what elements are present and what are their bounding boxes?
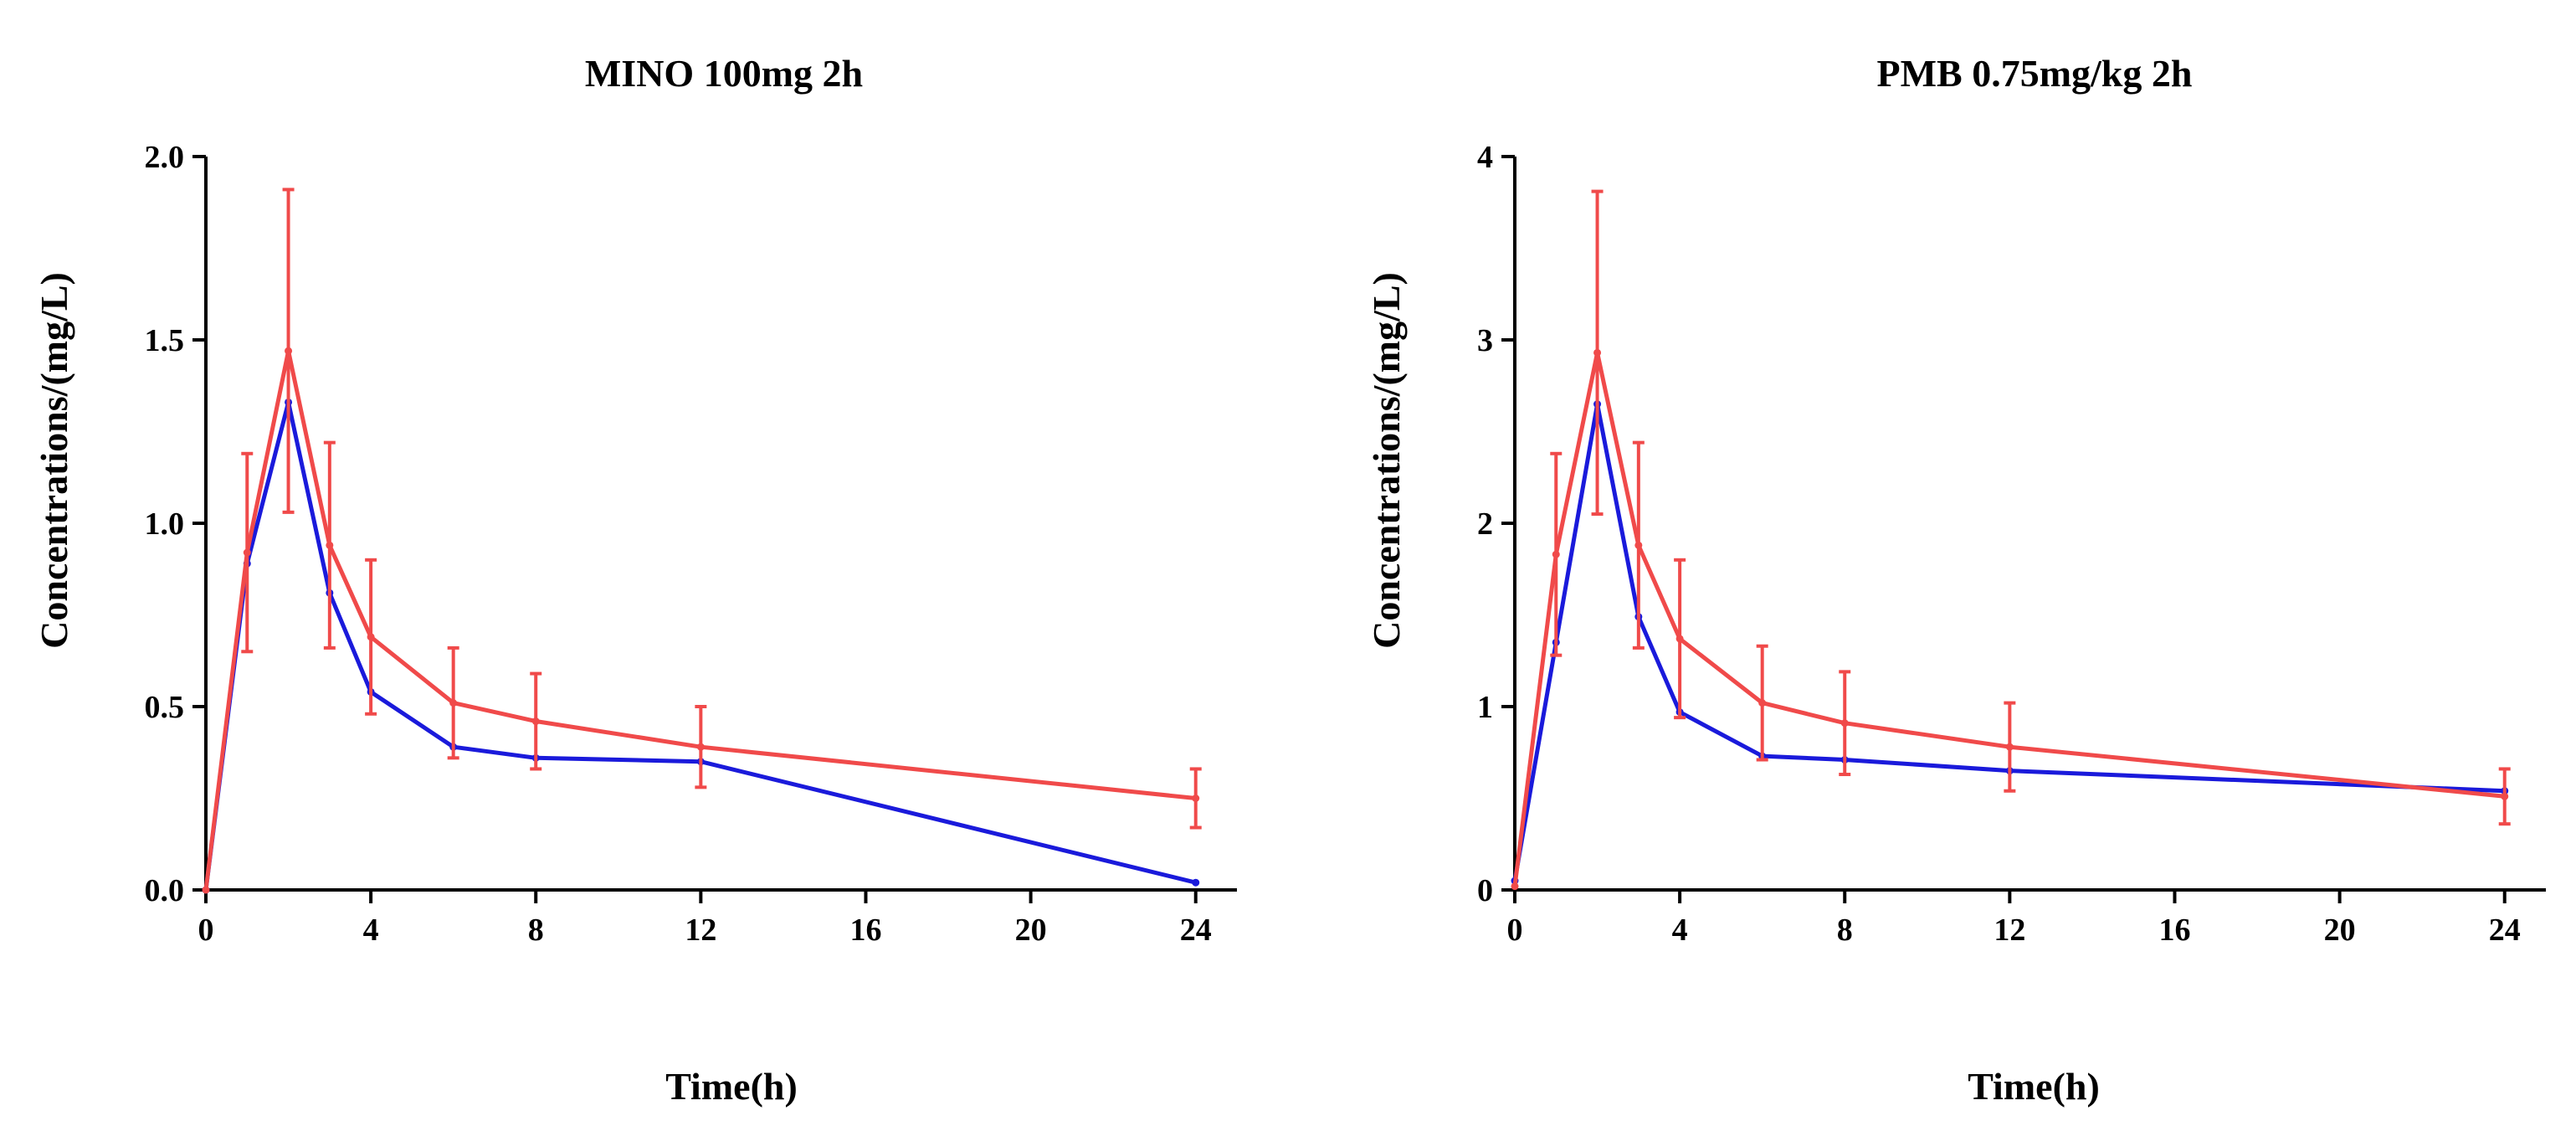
x-tick-label: 24 <box>2489 913 2521 948</box>
y-tick-label: 0.0 <box>145 873 185 908</box>
data-point-red <box>1840 719 1849 728</box>
plot-area: 0 4 8 12 16 20 24 0.0 0.5 1.0 1.5 2.0 <box>145 140 1237 948</box>
data-point-red <box>243 548 251 557</box>
series-line-red <box>203 348 1196 891</box>
series-line-blue <box>203 400 1197 891</box>
y-tick-label: 0 <box>1477 873 1493 908</box>
chart-title: MINO 100mg 2h <box>585 52 863 95</box>
y-tick-label: 4 <box>1477 140 1493 175</box>
x-tick-label: 16 <box>2158 913 2190 948</box>
x-axis-label: Time(h) <box>1968 1065 2100 1108</box>
data-point-red <box>696 743 705 751</box>
data-point-red <box>1511 882 1519 891</box>
data-point-red <box>285 347 293 355</box>
series-line-red <box>1512 350 2505 887</box>
data-point-red <box>1192 794 1200 802</box>
x-tick-label: 20 <box>2324 913 2356 948</box>
y-tick-label: 3 <box>1477 323 1493 358</box>
x-tick-label: 0 <box>1507 913 1523 948</box>
series-line-blue <box>1512 402 2505 882</box>
data-point-red <box>202 886 210 894</box>
chart-title: PMB 0.75mg/kg 2h <box>1877 52 2193 95</box>
x-tick-label: 4 <box>363 913 379 948</box>
data-point-red <box>1552 550 1560 558</box>
x-tick-label: 12 <box>1994 913 2025 948</box>
data-point-red <box>1593 348 1602 357</box>
data-point-blue <box>1192 878 1200 887</box>
x-tick-label: 20 <box>1015 913 1047 948</box>
chart-mino: MINO 100mg 2h Concentrations/(mg/L) Time… <box>33 52 1237 1108</box>
x-tick-label: 4 <box>1672 913 1688 948</box>
y-tick-label: 2 <box>1477 507 1493 542</box>
y-tick-label: 2.0 <box>145 140 185 175</box>
y-tick-label: 1.0 <box>145 507 185 542</box>
y-tick-label: 1 <box>1477 690 1493 725</box>
x-axis-label: Time(h) <box>665 1065 798 1108</box>
x-tick-label: 0 <box>198 913 214 948</box>
x-tick-label: 24 <box>1180 913 1212 948</box>
data-point-red <box>1675 635 1684 643</box>
data-point-red <box>326 541 334 549</box>
y-axis-label: Concentrations/(mg/L) <box>1365 272 1408 649</box>
data-point-red <box>1758 699 1767 707</box>
data-point-red <box>2005 743 2014 751</box>
chart-pmb: PMB 0.75mg/kg 2h Concentrations/(mg/L) T… <box>1365 52 2546 1108</box>
x-tick-label: 12 <box>685 913 716 948</box>
data-point-red <box>531 717 540 726</box>
y-axis-label: Concentrations/(mg/L) <box>33 272 75 649</box>
x-tick-label: 8 <box>1837 913 1853 948</box>
data-point-red <box>449 699 458 707</box>
y-tick-label: 0.5 <box>145 690 185 725</box>
data-point-red <box>367 633 375 641</box>
x-tick-label: 8 <box>528 913 544 948</box>
data-point-red <box>1634 541 1643 549</box>
data-point-red <box>2501 792 2509 800</box>
y-tick-label: 1.5 <box>145 323 185 358</box>
x-tick-label: 16 <box>849 913 881 948</box>
